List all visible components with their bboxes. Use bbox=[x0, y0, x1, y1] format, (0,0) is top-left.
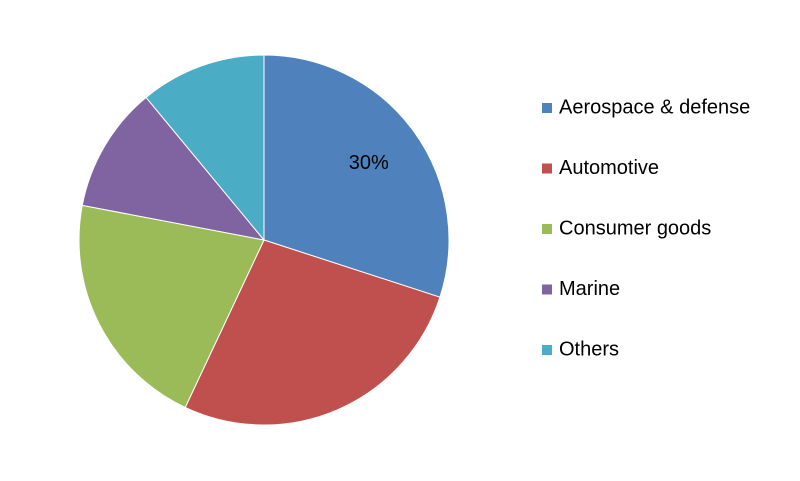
pie-slice bbox=[263, 54, 450, 298]
legend-swatch bbox=[542, 103, 552, 113]
legend-label: Others bbox=[559, 338, 619, 360]
legend-swatch bbox=[542, 345, 552, 355]
data-label: 30% bbox=[349, 152, 389, 174]
legend-label: Marine bbox=[559, 278, 620, 300]
legend-label: Automotive bbox=[559, 157, 659, 179]
pie-slice bbox=[81, 96, 266, 241]
pie-slice bbox=[184, 239, 441, 426]
legend-swatch bbox=[542, 284, 552, 295]
legend-swatch bbox=[542, 224, 552, 234]
pie-slice bbox=[78, 204, 265, 409]
pie-slice bbox=[145, 54, 265, 242]
legend-label: Consumer goods bbox=[559, 217, 711, 239]
legend-label: Aerospace & defense bbox=[559, 96, 750, 118]
legend-swatch bbox=[542, 163, 552, 174]
